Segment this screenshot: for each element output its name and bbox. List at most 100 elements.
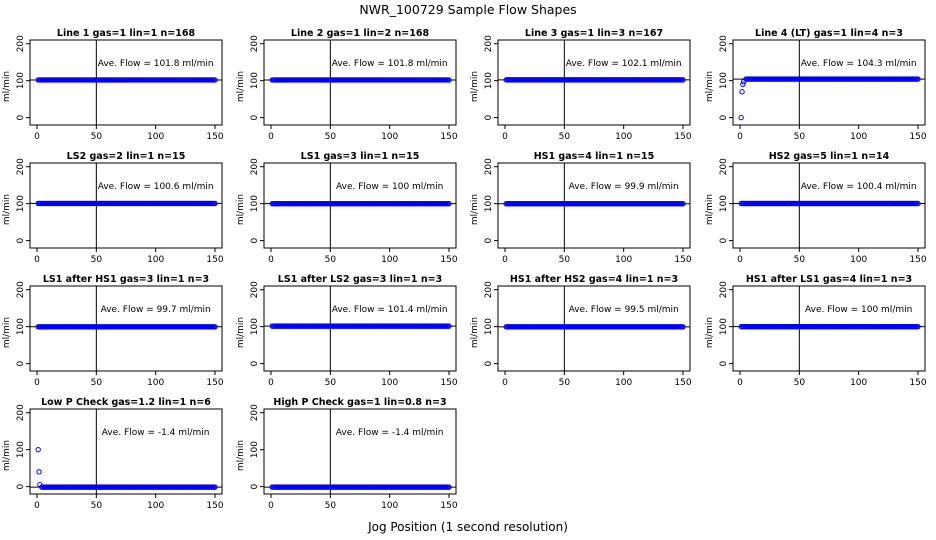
y-tick-label: 0 (16, 114, 26, 120)
plot-frame (263, 408, 457, 495)
plot-frame (263, 162, 457, 249)
y-axis-label: ml/min (705, 71, 715, 102)
y-tick-label: 200 (719, 158, 729, 175)
y-tick-label: 100 (484, 318, 494, 335)
plot-frame (29, 162, 223, 249)
x-tick-label: 0 (268, 255, 274, 265)
x-tick-label: 100 (381, 255, 398, 265)
x-tick-label: 50 (559, 255, 571, 265)
y-tick-label: 100 (16, 72, 26, 89)
y-tick-label: 100 (250, 72, 260, 89)
y-axis-label: ml/min (705, 194, 715, 225)
average-flow-label: Ave. Flow = 99.5 ml/min (569, 305, 679, 315)
y-tick-label: 100 (719, 318, 729, 335)
y-tick-label: 100 (16, 441, 26, 458)
x-tick-label: 150 (909, 255, 926, 265)
flow-panel: LS1 gas=3 lin=1 n=15 0 100 200 ml/min 0 50 100 1… (236, 151, 458, 265)
data-point (446, 484, 452, 490)
x-tick-label: 0 (34, 255, 40, 265)
flow-panel: Line 2 gas=1 lin=2 n=168 0 100 200 ml/min 0 50… (236, 28, 458, 142)
data-series (35, 324, 218, 330)
panel-title: LS1 after HS1 gas=3 lin=1 n=3 (43, 274, 209, 285)
plot-frame (497, 39, 691, 126)
y-tick-label: 200 (250, 35, 260, 52)
flow-panel: HS1 after LS1 gas=4 lin=1 n=3 0 100 200 ml/m… (705, 274, 927, 388)
x-tick-label: 150 (674, 378, 691, 388)
y-tick-label: 0 (16, 483, 26, 489)
y-tick-label: 0 (719, 237, 729, 243)
plot-frame (497, 285, 691, 372)
panel-title: LS2 gas=2 lin=1 n=15 (67, 151, 186, 162)
data-series (503, 324, 686, 330)
panel-title: HS1 after LS1 gas=4 lin=1 n=3 (746, 274, 912, 285)
data-series (738, 76, 921, 121)
y-tick-label: 100 (719, 195, 729, 212)
y-tick-label: 100 (719, 72, 729, 89)
y-tick-label: 100 (250, 318, 260, 335)
data-series (35, 77, 218, 83)
y-axis-label: ml/min (236, 440, 246, 471)
x-tick-label: 50 (91, 501, 103, 511)
x-tick-label: 150 (440, 378, 457, 388)
y-tick-label: 200 (250, 404, 260, 421)
data-point (35, 446, 41, 453)
x-tick-label: 150 (206, 501, 223, 511)
y-axis-label: ml/min (2, 317, 12, 348)
y-tick-label: 100 (250, 195, 260, 212)
plot-frame (29, 408, 223, 495)
x-tick-label: 0 (34, 501, 40, 511)
x-tick-label: 150 (206, 378, 223, 388)
x-tick-label: 100 (147, 255, 164, 265)
figure-title: NWR_100729 Sample Flow Shapes (359, 2, 576, 17)
average-flow-label: Ave. Flow = 104.3 ml/min (801, 59, 917, 69)
y-tick-label: 100 (16, 195, 26, 212)
plot-frame (263, 285, 457, 372)
x-tick-label: 0 (737, 255, 743, 265)
y-tick-label: 0 (484, 360, 494, 366)
plot-frame (732, 39, 926, 126)
panel-title: HS1 gas=4 lin=1 n=15 (534, 151, 655, 162)
data-point (680, 77, 686, 83)
x-tick-label: 150 (674, 132, 691, 142)
x-tick-label: 50 (559, 378, 571, 388)
x-tick-label: 100 (147, 132, 164, 142)
x-tick-label: 0 (268, 501, 274, 511)
flow-panel: LS1 after HS1 gas=3 lin=1 n=3 0 100 200 ml/m… (2, 274, 224, 388)
y-axis-label: ml/min (236, 194, 246, 225)
x-tick-label: 100 (850, 378, 867, 388)
x-tick-label: 0 (268, 378, 274, 388)
panel-title: High P Check gas=1 lin=0.8 n=3 (273, 397, 446, 408)
panel-title: HS2 gas=5 lin=1 n=14 (769, 151, 890, 162)
x-tick-label: 50 (91, 132, 103, 142)
data-point (739, 89, 745, 95)
x-tick-label: 0 (268, 132, 274, 142)
x-tick-label: 100 (850, 132, 867, 142)
data-point (680, 324, 686, 330)
y-tick-label: 0 (719, 114, 729, 120)
y-axis-label: ml/min (2, 440, 12, 471)
data-point (212, 324, 218, 330)
y-tick-label: 0 (250, 114, 260, 120)
data-series (269, 323, 452, 329)
x-tick-label: 100 (381, 132, 398, 142)
panel-title: LS1 after LS2 gas=3 lin=1 n=3 (278, 274, 442, 285)
panel-title: LS1 gas=3 lin=1 n=15 (301, 151, 420, 162)
y-tick-label: 200 (16, 281, 26, 298)
data-point (212, 200, 218, 207)
x-tick-label: 100 (850, 255, 867, 265)
x-tick-label: 0 (502, 132, 508, 142)
flow-panel: HS1 gas=4 lin=1 n=15 0 100 200 ml/min 0 50 100 1… (470, 151, 692, 265)
x-tick-label: 0 (502, 378, 508, 388)
average-flow-label: Ave. Flow = 100 ml/min (805, 305, 912, 315)
x-tick-label: 100 (381, 501, 398, 511)
data-point (36, 469, 42, 475)
y-axis-label: ml/min (705, 317, 715, 348)
panel-grid: Line 1 gas=1 lin=1 n=168 0 100 200 ml/min 0 50… (2, 28, 927, 511)
plot-frame (732, 162, 926, 249)
x-tick-label: 100 (615, 255, 632, 265)
y-tick-label: 200 (250, 281, 260, 298)
data-point (915, 323, 921, 330)
y-axis-label: ml/min (470, 71, 480, 102)
y-tick-label: 200 (16, 158, 26, 175)
y-tick-label: 200 (16, 404, 26, 421)
